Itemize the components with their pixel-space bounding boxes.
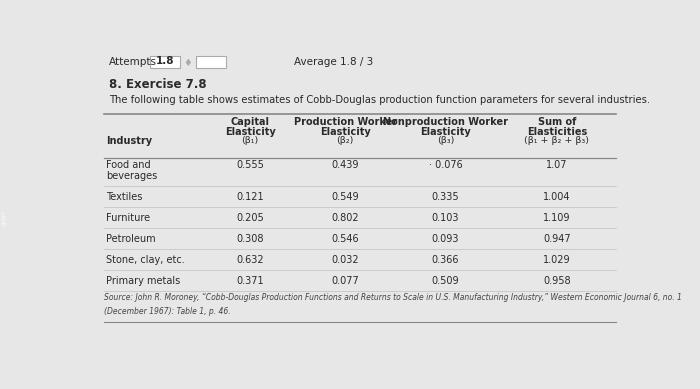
Text: Elasticity: Elasticity bbox=[320, 127, 370, 137]
Text: 0.947: 0.947 bbox=[543, 233, 570, 244]
Text: (β₁): (β₁) bbox=[241, 136, 259, 145]
Text: 0.439: 0.439 bbox=[331, 160, 359, 170]
Text: Furniture: Furniture bbox=[106, 213, 150, 223]
FancyBboxPatch shape bbox=[150, 56, 180, 68]
FancyBboxPatch shape bbox=[196, 56, 226, 68]
Text: 0.958: 0.958 bbox=[543, 275, 570, 286]
Text: Primary metals: Primary metals bbox=[106, 275, 181, 286]
Text: beverages: beverages bbox=[106, 171, 158, 181]
Text: (β₃): (β₃) bbox=[437, 136, 454, 145]
Text: 1.07: 1.07 bbox=[546, 160, 568, 170]
Text: 0.308: 0.308 bbox=[237, 233, 264, 244]
Text: 1.029: 1.029 bbox=[543, 254, 570, 265]
Text: (December 1967): Table 1, p. 46.: (December 1967): Table 1, p. 46. bbox=[104, 307, 230, 315]
Text: 0.205: 0.205 bbox=[237, 213, 264, 223]
Text: Petroleum: Petroleum bbox=[106, 233, 156, 244]
Text: 1.004: 1.004 bbox=[543, 192, 570, 202]
Text: 0.546: 0.546 bbox=[331, 233, 359, 244]
Text: Average 1.8 / 3: Average 1.8 / 3 bbox=[294, 57, 373, 67]
Text: 0.077: 0.077 bbox=[331, 275, 359, 286]
Text: 0.121: 0.121 bbox=[237, 192, 264, 202]
Text: Elasticity: Elasticity bbox=[225, 127, 276, 137]
Text: 0.509: 0.509 bbox=[432, 275, 459, 286]
Text: 8. Exercise 7.8: 8. Exercise 7.8 bbox=[109, 78, 206, 91]
Text: Stone, clay, etc.: Stone, clay, etc. bbox=[106, 254, 186, 265]
Text: 0.032: 0.032 bbox=[331, 254, 359, 265]
Text: Sum of: Sum of bbox=[538, 117, 576, 127]
Text: 0.632: 0.632 bbox=[237, 254, 264, 265]
Text: Textiles: Textiles bbox=[106, 192, 143, 202]
Text: Elasticities: Elasticities bbox=[526, 127, 587, 137]
Text: Capital: Capital bbox=[231, 117, 270, 127]
Text: 0.549: 0.549 bbox=[331, 192, 359, 202]
Text: Elasticity: Elasticity bbox=[420, 127, 471, 137]
Text: 0.093: 0.093 bbox=[432, 233, 459, 244]
Text: · 0.076: · 0.076 bbox=[428, 160, 463, 170]
Text: 0.371: 0.371 bbox=[237, 275, 264, 286]
Text: Nonproduction Worker: Nonproduction Worker bbox=[383, 117, 508, 127]
Text: (β₂): (β₂) bbox=[337, 136, 354, 145]
Text: 0.802: 0.802 bbox=[331, 213, 359, 223]
Text: The following table shows estimates of Cobb-Douglas production function paramete: The following table shows estimates of C… bbox=[109, 95, 650, 105]
Text: Source: John R. Moroney, “Cobb-Douglas Production Functions and Returns to Scale: Source: John R. Moroney, “Cobb-Douglas P… bbox=[104, 293, 682, 302]
Text: quiz!: quiz! bbox=[1, 210, 7, 226]
Text: 0.103: 0.103 bbox=[432, 213, 459, 223]
Text: (β₁ + β₂ + β₃): (β₁ + β₂ + β₃) bbox=[524, 136, 589, 145]
Text: 1.109: 1.109 bbox=[543, 213, 570, 223]
Text: Food and: Food and bbox=[106, 160, 151, 170]
Text: 0.335: 0.335 bbox=[432, 192, 459, 202]
Text: Production Worker: Production Worker bbox=[293, 117, 397, 127]
Text: 1.8: 1.8 bbox=[155, 56, 174, 66]
Text: 0.366: 0.366 bbox=[432, 254, 459, 265]
Text: Attempts: Attempts bbox=[109, 57, 158, 67]
Text: 0.555: 0.555 bbox=[237, 160, 264, 170]
Text: ♦: ♦ bbox=[183, 58, 192, 68]
Text: Industry: Industry bbox=[106, 136, 153, 146]
